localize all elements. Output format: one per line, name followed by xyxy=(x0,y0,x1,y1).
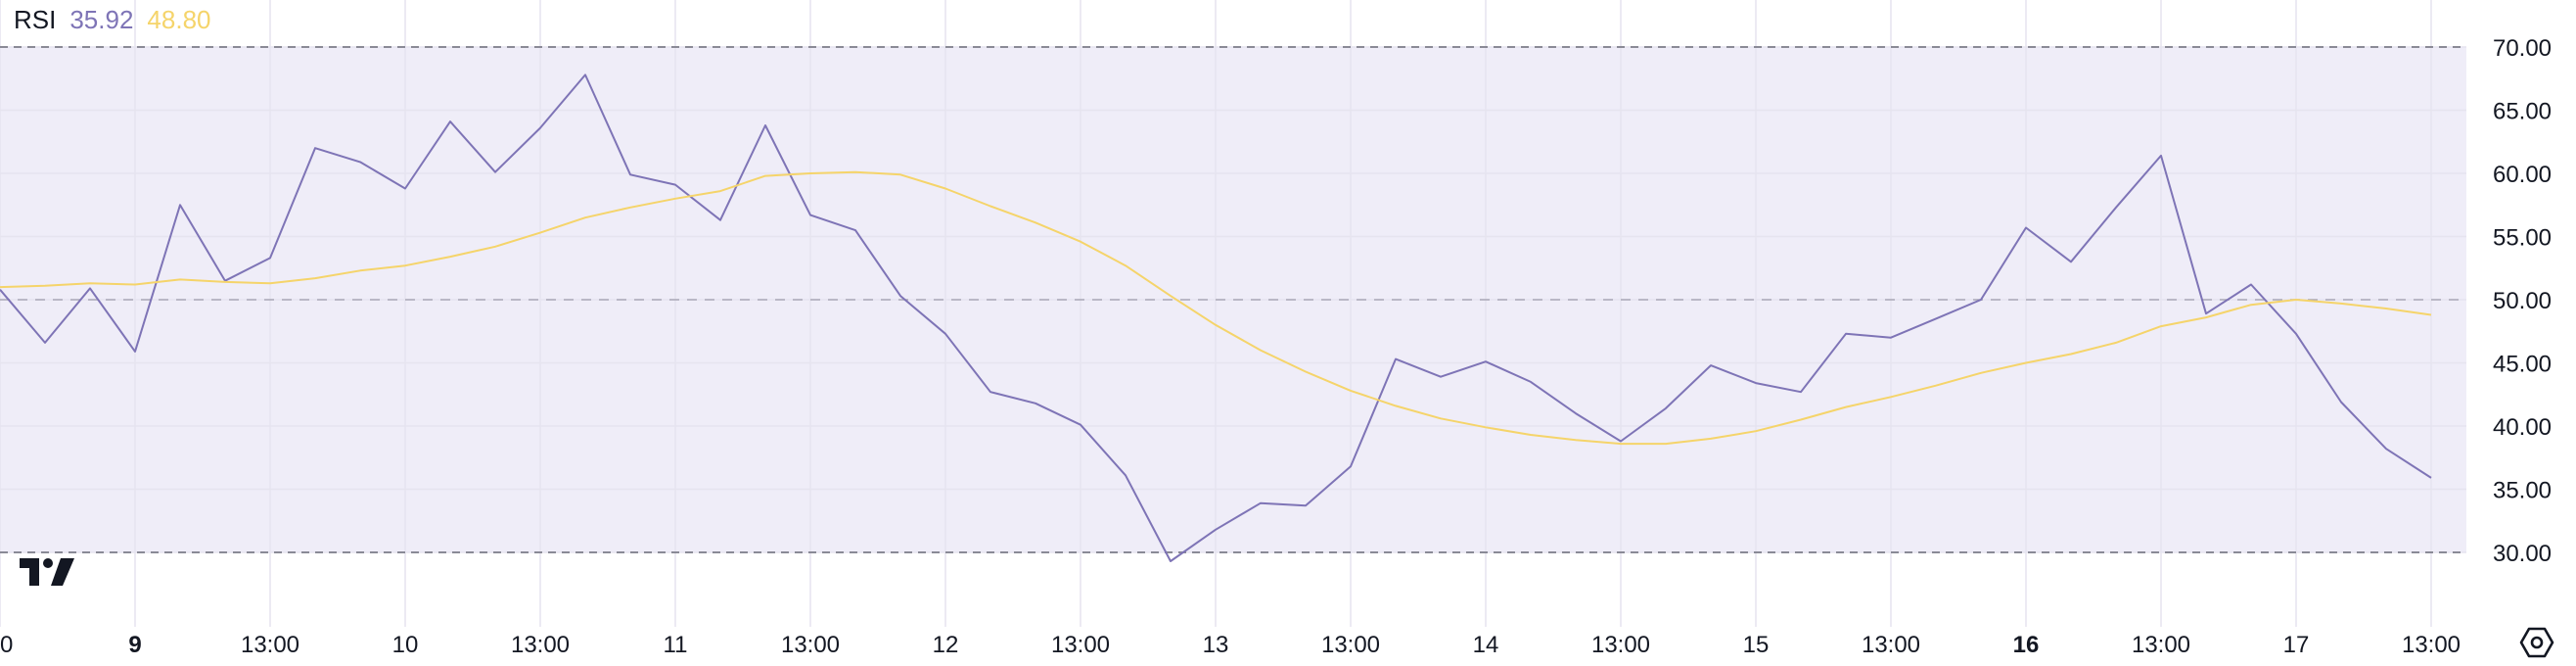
x-tick-label: 10 xyxy=(392,632,419,658)
x-tick-label: 13:00 xyxy=(1862,632,1920,658)
y-tick-label: 55.00 xyxy=(2493,225,2552,252)
y-tick-label: 35.00 xyxy=(2493,478,2552,504)
x-tick-label: 00 xyxy=(0,632,13,658)
x-tick-label: 17 xyxy=(2283,632,2310,658)
rsi-ma-line xyxy=(0,170,2432,446)
y-tick-label: 65.00 xyxy=(2493,99,2552,125)
x-tick-label: 15 xyxy=(1743,632,1770,658)
x-tick-label: 13:00 xyxy=(511,632,570,658)
y-tick-label: 70.00 xyxy=(2493,35,2552,62)
y-tick-label: 30.00 xyxy=(2493,541,2552,567)
x-tick-label: 12 xyxy=(933,632,959,658)
x-tick-label: 13:00 xyxy=(1591,632,1650,658)
x-tick-label: 11 xyxy=(664,632,688,658)
settings-icon[interactable] xyxy=(2517,623,2556,662)
x-tick-label: 13:00 xyxy=(241,632,299,658)
x-tick-label: 14 xyxy=(1473,632,1499,658)
rsi-ma-value: 48.80 xyxy=(147,4,211,34)
x-tick-label: 13:00 xyxy=(2402,632,2461,658)
indicator-legend[interactable]: RSI 35.92 48.80 xyxy=(14,2,211,37)
tradingview-logo-icon[interactable] xyxy=(18,554,80,590)
x-tick-label: 13:00 xyxy=(1321,632,1380,658)
y-tick-label: 60.00 xyxy=(2493,162,2552,188)
indicator-name: RSI xyxy=(14,4,57,34)
y-tick-label: 50.00 xyxy=(2493,288,2552,314)
y-tick-label: 45.00 xyxy=(2493,352,2552,378)
rsi-value: 35.92 xyxy=(69,4,134,34)
y-tick-label: 40.00 xyxy=(2493,414,2552,441)
series-lines xyxy=(0,73,2432,562)
reference-lines xyxy=(0,46,2466,553)
time-scale: 00 9 13:00 10 13:00 11 13:00 12 13:00 13 13:00 14 13… xyxy=(0,632,2461,658)
x-tick-label: 13:00 xyxy=(781,632,840,658)
rsi-line xyxy=(0,73,2432,562)
x-tick-label: 16 xyxy=(2013,632,2040,658)
x-tick-label: 9 xyxy=(128,632,141,658)
x-tick-label: 13:00 xyxy=(1051,632,1110,658)
x-tick-label: 13 xyxy=(1203,632,1229,658)
price-scale: 30.00 35.00 40.00 45.00 50.00 55.00 60.00 65.00… xyxy=(2493,35,2552,567)
x-tick-label: 13:00 xyxy=(2132,632,2190,658)
